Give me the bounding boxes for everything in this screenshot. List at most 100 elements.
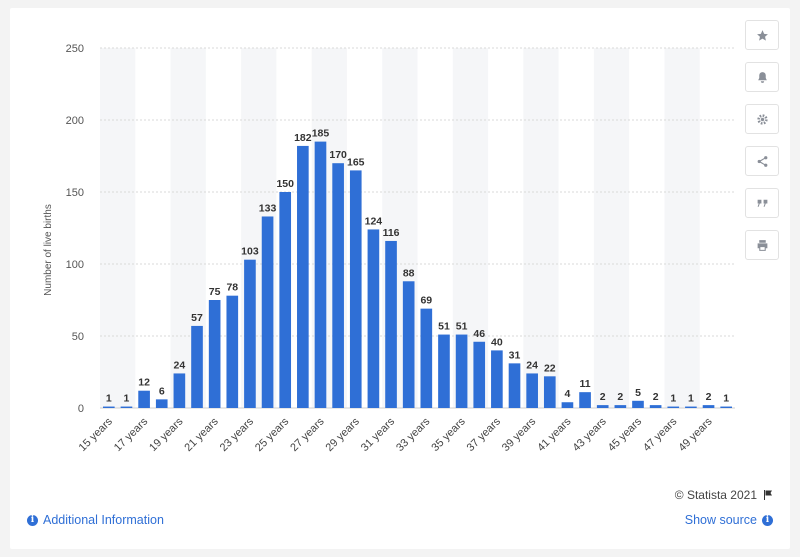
data-label: 185 bbox=[312, 128, 330, 140]
data-label: 4 bbox=[565, 388, 571, 400]
bar[interactable] bbox=[420, 308, 433, 408]
bar[interactable] bbox=[491, 350, 503, 408]
x-tick-label: 25 years bbox=[253, 415, 292, 454]
data-label: 133 bbox=[259, 202, 277, 214]
bar[interactable] bbox=[632, 400, 644, 408]
bar[interactable] bbox=[102, 406, 115, 408]
bar[interactable] bbox=[208, 300, 221, 408]
print-icon bbox=[757, 239, 767, 251]
y-tick-label: 150 bbox=[66, 187, 84, 199]
data-label: 165 bbox=[347, 156, 365, 168]
data-label: 182 bbox=[294, 132, 312, 144]
bar[interactable] bbox=[543, 376, 556, 408]
share-button[interactable] bbox=[745, 146, 779, 176]
bar[interactable] bbox=[649, 405, 662, 408]
x-tick-label: 21 years bbox=[182, 415, 221, 454]
gear-icon bbox=[756, 113, 768, 125]
settings-button[interactable] bbox=[745, 104, 779, 134]
bar[interactable] bbox=[667, 406, 680, 408]
bar[interactable] bbox=[191, 325, 203, 408]
y-tick-label: 50 bbox=[72, 331, 84, 343]
bar[interactable] bbox=[720, 406, 733, 408]
bar[interactable] bbox=[261, 216, 274, 408]
x-tick-label: 49 years bbox=[676, 415, 715, 454]
bar[interactable] bbox=[473, 341, 486, 408]
x-tick-label: 45 years bbox=[606, 415, 645, 454]
data-label: 124 bbox=[365, 215, 383, 227]
statista-credit[interactable]: © Statista 2021 bbox=[675, 488, 774, 502]
bar[interactable] bbox=[596, 405, 609, 408]
data-label: 57 bbox=[191, 312, 203, 324]
y-tick-label: 250 bbox=[66, 43, 84, 55]
x-tick-label: 39 years bbox=[500, 415, 539, 454]
bar[interactable] bbox=[226, 295, 239, 408]
bar[interactable] bbox=[314, 141, 327, 408]
data-label: 40 bbox=[491, 336, 503, 348]
y-axis-label: Number of live births bbox=[43, 204, 54, 296]
x-tick-label: 33 years bbox=[394, 415, 433, 454]
category-band bbox=[523, 48, 559, 408]
bar[interactable] bbox=[685, 406, 697, 408]
bar[interactable] bbox=[367, 229, 380, 408]
data-label: 12 bbox=[138, 377, 150, 389]
x-tick-label: 19 years bbox=[147, 415, 186, 454]
data-label: 2 bbox=[617, 391, 623, 403]
y-axis-ticks: 0 50 100 150 200 250 bbox=[66, 43, 84, 415]
bar[interactable] bbox=[561, 402, 574, 408]
x-tick-label: 43 years bbox=[571, 415, 610, 454]
data-label: 1 bbox=[106, 393, 112, 405]
bar[interactable] bbox=[614, 405, 627, 408]
bar[interactable] bbox=[579, 392, 591, 408]
bar[interactable] bbox=[438, 334, 450, 408]
data-label: 24 bbox=[174, 359, 186, 371]
category-band bbox=[664, 48, 700, 408]
data-label: 170 bbox=[329, 149, 347, 161]
category-bands bbox=[100, 48, 700, 408]
x-tick-label: 15 years bbox=[77, 415, 116, 454]
x-tick-label: 41 years bbox=[535, 415, 574, 454]
bar[interactable] bbox=[385, 240, 397, 408]
data-label: 51 bbox=[456, 321, 468, 333]
share-icon bbox=[757, 155, 767, 167]
bar[interactable] bbox=[702, 405, 715, 408]
show-source-link[interactable]: Show source i bbox=[685, 513, 773, 527]
data-label: 150 bbox=[276, 178, 294, 190]
additional-information-label: Additional Information bbox=[43, 513, 164, 527]
bar[interactable] bbox=[332, 163, 344, 408]
bar[interactable] bbox=[120, 406, 133, 408]
bar[interactable] bbox=[349, 170, 362, 408]
notification-button[interactable] bbox=[745, 62, 779, 92]
x-tick-label: 35 years bbox=[429, 415, 468, 454]
bell-icon bbox=[757, 71, 767, 83]
star-icon bbox=[756, 29, 768, 41]
data-label: 1 bbox=[670, 393, 676, 405]
bar[interactable] bbox=[508, 363, 521, 408]
bar[interactable] bbox=[526, 373, 538, 408]
cite-button[interactable] bbox=[745, 188, 779, 218]
data-label: 103 bbox=[241, 246, 259, 258]
print-button[interactable] bbox=[745, 230, 779, 260]
data-label: 1 bbox=[723, 393, 729, 405]
data-label: 88 bbox=[403, 267, 415, 279]
gridlines bbox=[100, 47, 735, 409]
bar[interactable] bbox=[297, 145, 309, 409]
bar[interactable] bbox=[244, 259, 256, 408]
additional-information-link[interactable]: i Additional Information bbox=[27, 513, 164, 527]
data-label: 31 bbox=[509, 349, 521, 361]
flag-icon bbox=[764, 490, 772, 500]
bars bbox=[102, 141, 733, 409]
bar[interactable] bbox=[455, 334, 468, 408]
bar[interactable] bbox=[138, 390, 150, 408]
bar[interactable] bbox=[402, 281, 415, 408]
bar[interactable] bbox=[155, 399, 168, 408]
data-label: 11 bbox=[580, 378, 591, 390]
bar[interactable] bbox=[173, 373, 186, 408]
x-tick-label: 37 years bbox=[465, 415, 504, 454]
favorite-button[interactable] bbox=[745, 20, 779, 50]
bar[interactable] bbox=[279, 192, 292, 408]
data-label: 5 bbox=[635, 387, 641, 399]
category-band bbox=[593, 48, 630, 408]
data-label: 116 bbox=[383, 227, 400, 239]
data-label: 24 bbox=[526, 359, 538, 371]
